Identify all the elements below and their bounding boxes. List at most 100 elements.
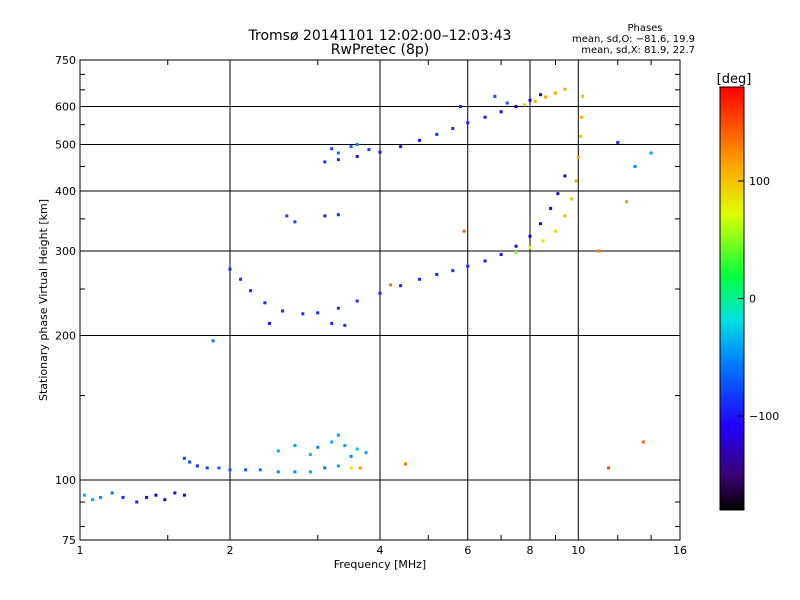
data-point — [563, 174, 567, 178]
data-point — [323, 466, 327, 470]
data-point — [607, 466, 611, 470]
x-tick-label: 16 — [673, 544, 687, 557]
data-point — [316, 445, 320, 449]
data-point — [466, 121, 470, 125]
data-point — [451, 126, 455, 130]
data-point — [403, 462, 407, 466]
data-point — [355, 447, 359, 451]
x-tick-label: 6 — [464, 544, 471, 557]
data-point — [263, 301, 267, 305]
x-tick-label: 1 — [77, 544, 84, 557]
data-point — [541, 239, 545, 243]
data-point — [417, 138, 421, 142]
data-point — [493, 94, 497, 98]
data-point — [195, 464, 199, 468]
data-point — [330, 440, 334, 444]
data-point — [355, 143, 359, 147]
data-point — [528, 234, 532, 238]
data-point — [293, 444, 297, 448]
data-point — [378, 291, 382, 295]
legend-title: Phases — [627, 23, 662, 34]
data-point — [188, 460, 192, 464]
data-point — [435, 132, 439, 136]
data-point — [539, 222, 543, 226]
grid-lines — [80, 60, 680, 540]
data-point — [514, 105, 518, 109]
y-tick-label: 600 — [55, 101, 76, 114]
colorbar-label: [deg] — [717, 72, 752, 87]
data-point — [649, 151, 653, 155]
data-point — [145, 495, 149, 499]
data-point — [293, 470, 297, 474]
data-point — [378, 150, 382, 154]
data-point — [343, 444, 347, 448]
data-point — [228, 468, 232, 472]
data-point — [581, 94, 585, 98]
data-point — [330, 321, 334, 325]
data-point — [616, 140, 620, 144]
data-point — [539, 93, 543, 97]
data-point — [349, 466, 353, 470]
y-axis-label: Stationary phase Virtual Height [km] — [37, 199, 50, 401]
data-point — [336, 433, 340, 437]
data-point — [505, 101, 509, 105]
data-point — [499, 110, 503, 114]
data-point — [110, 491, 114, 495]
colorbar-tick-label: 0 — [749, 293, 756, 306]
data-point — [343, 323, 347, 327]
data-point — [336, 306, 340, 310]
data-point — [217, 466, 221, 470]
data-point — [528, 98, 532, 102]
data-point — [625, 200, 629, 204]
data-point — [570, 197, 574, 201]
data-point — [641, 440, 645, 444]
data-point — [323, 160, 327, 164]
data-point — [417, 277, 421, 281]
data-point — [499, 253, 503, 257]
data-point — [458, 105, 462, 109]
data-point — [293, 220, 297, 224]
data-point — [355, 155, 359, 159]
data-point — [514, 244, 518, 248]
data-point — [574, 179, 578, 183]
x-axis-label: Frequency [MHz] — [334, 558, 426, 571]
data-point — [182, 493, 186, 497]
data-point — [135, 500, 139, 504]
data-point — [82, 493, 86, 497]
data-point — [399, 284, 403, 288]
data-point — [576, 155, 580, 159]
data-point — [316, 311, 320, 315]
data-point — [182, 456, 186, 460]
data-point — [258, 468, 262, 472]
data-point — [285, 214, 289, 218]
data-point — [483, 259, 487, 263]
y-tick-label: 750 — [55, 54, 76, 67]
data-point — [336, 158, 340, 162]
y-tick-label: 75 — [62, 534, 76, 547]
data-point — [239, 277, 243, 281]
data-point — [563, 214, 567, 218]
colorbar-ticks: 100 0 −100 — [738, 175, 779, 423]
data-point — [367, 148, 371, 152]
x-tick-label: 2 — [227, 544, 234, 557]
data-point — [451, 269, 455, 273]
data-point — [358, 466, 362, 470]
data-point — [249, 289, 253, 293]
y-tick-label: 400 — [55, 185, 76, 198]
data-points — [82, 87, 653, 504]
data-point — [349, 145, 353, 149]
data-point — [211, 339, 215, 343]
data-point — [267, 321, 271, 325]
data-point — [349, 454, 353, 458]
data-point — [563, 87, 567, 91]
data-point — [399, 145, 403, 149]
axis-ticks: 1 2 4 6 8 10 16 75 100 200 300 400 500 600 750 — [55, 54, 687, 557]
data-point — [276, 470, 280, 474]
data-point — [435, 273, 439, 277]
data-point — [330, 147, 334, 151]
data-point — [553, 229, 557, 233]
data-point — [336, 213, 340, 217]
data-point — [244, 468, 248, 472]
data-point — [364, 451, 368, 455]
